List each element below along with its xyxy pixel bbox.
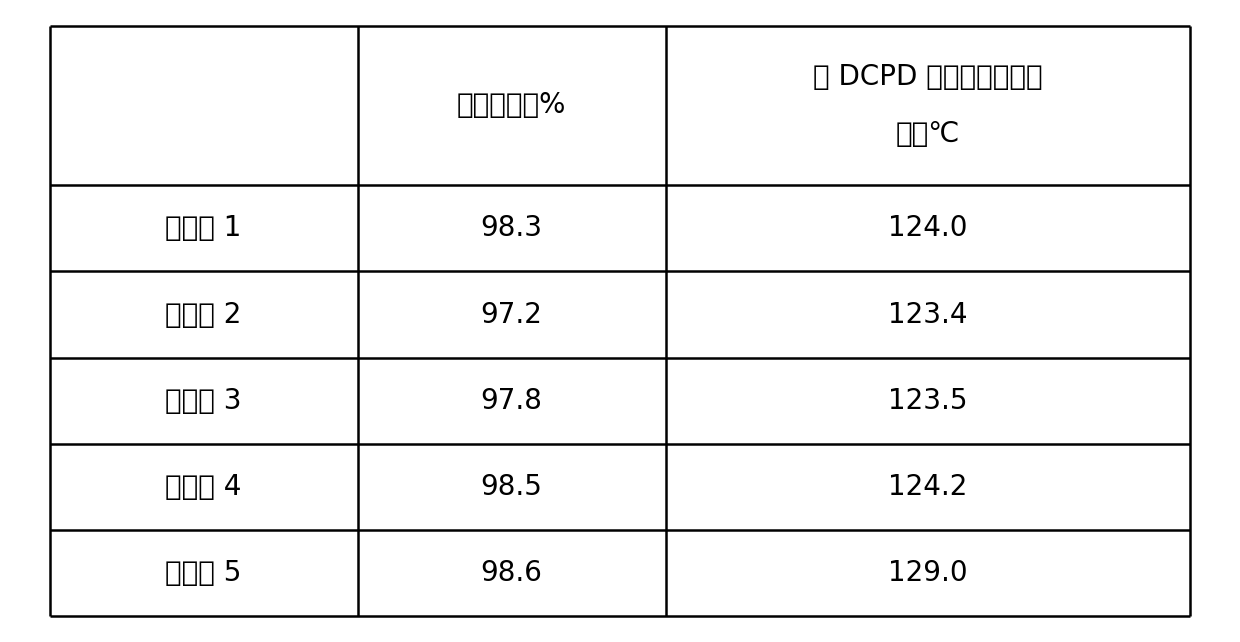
Text: 98.6: 98.6: [481, 559, 543, 587]
Text: 聚 DCPD 加氪石油树脂软: 聚 DCPD 加氪石油树脂软: [813, 63, 1043, 91]
Text: 实施例 5: 实施例 5: [165, 559, 242, 587]
Text: 实施例 4: 实施例 4: [165, 473, 242, 501]
Text: 97.2: 97.2: [481, 300, 543, 329]
Text: 实施例 1: 实施例 1: [165, 214, 242, 242]
Text: 123.4: 123.4: [888, 300, 967, 329]
Text: 98.3: 98.3: [481, 214, 543, 242]
Text: 实施例 2: 实施例 2: [165, 300, 242, 329]
Text: 97.8: 97.8: [481, 386, 543, 415]
Text: 123.5: 123.5: [888, 386, 967, 415]
Text: 124.2: 124.2: [888, 473, 967, 501]
Text: 实施例 3: 实施例 3: [165, 386, 242, 415]
Text: 98.5: 98.5: [481, 473, 543, 501]
Text: 化点℃: 化点℃: [895, 120, 960, 148]
Text: 129.0: 129.0: [888, 559, 968, 587]
Text: 124.0: 124.0: [888, 214, 967, 242]
Text: 加氪转化率%: 加氪转化率%: [456, 91, 567, 119]
